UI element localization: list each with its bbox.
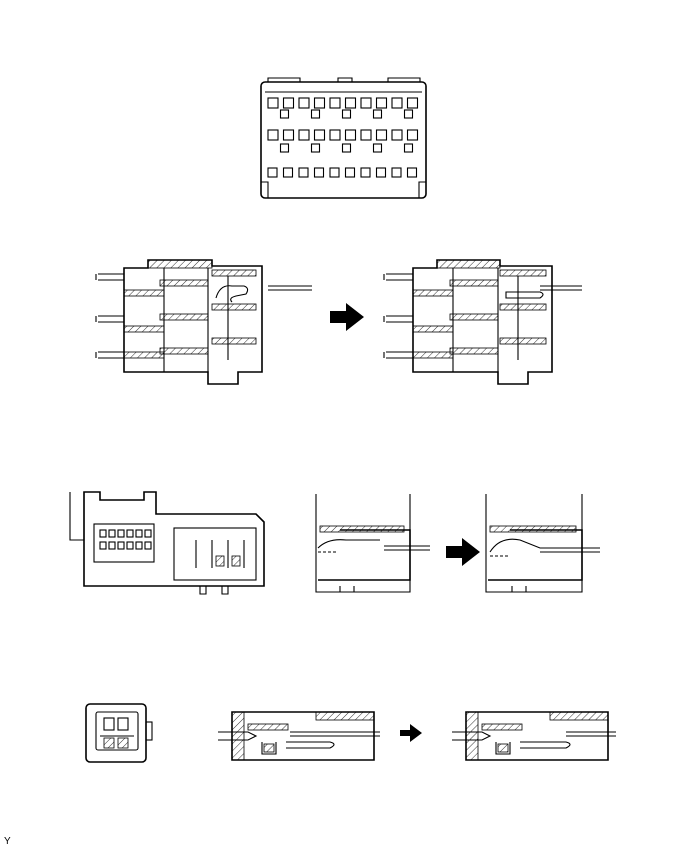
cavity [298, 97, 310, 109]
cavity [298, 167, 309, 178]
cavity [344, 97, 357, 109]
cavity [282, 167, 294, 178]
small-section-after [452, 711, 616, 761]
connector-housing [260, 81, 427, 199]
lock-detail-before [315, 494, 430, 593]
cavity [360, 97, 372, 109]
pin [108, 541, 116, 550]
cavity-lock [372, 143, 383, 153]
connector-side-view [69, 491, 265, 595]
housing-bottom-steps [261, 181, 426, 198]
pin [135, 541, 143, 550]
cavity [282, 97, 295, 109]
cavity-lock [341, 143, 352, 153]
small-connector-insertion [85, 703, 616, 763]
pin [99, 541, 107, 550]
cavity [360, 129, 372, 141]
pin [126, 529, 134, 538]
right-arrow-icon [330, 303, 364, 331]
cavity-lock [310, 143, 321, 153]
cavity [329, 167, 340, 178]
cavity [282, 129, 295, 141]
right-arrow-icon [446, 538, 480, 566]
cavity [329, 97, 341, 109]
cavity [298, 129, 310, 141]
housing-top-rib [265, 77, 422, 93]
cavity [360, 167, 371, 178]
figure-corner-label: Y [4, 836, 11, 847]
small-connector-front [85, 703, 153, 763]
terminal-lance-after [505, 291, 544, 299]
cavity [406, 97, 419, 109]
connector-section-after [383, 259, 582, 385]
pin [99, 529, 107, 538]
pin [135, 529, 143, 538]
cavity-lock [372, 109, 383, 119]
cavity-lock [403, 143, 414, 153]
right-arrow-icon [400, 724, 422, 742]
cavity [267, 167, 278, 178]
wire-before [268, 285, 312, 291]
terminal-cavity-row-upper [267, 97, 419, 119]
connector-side-and-detail [69, 491, 600, 595]
cavity [313, 97, 326, 109]
cavity-lock [403, 109, 414, 119]
cavity [313, 167, 325, 178]
cavity-lock [279, 109, 290, 119]
connector-section-before [95, 259, 312, 385]
cavity-lock [279, 143, 290, 153]
terminal-lance-before [215, 285, 249, 303]
cavity [391, 97, 403, 109]
connector-front-view [260, 77, 427, 199]
pin [144, 541, 152, 550]
pin [144, 529, 152, 538]
terminal-insertion-large [95, 259, 582, 385]
cavity-lock [310, 109, 321, 119]
cavity [329, 129, 341, 141]
cavity [375, 129, 388, 141]
cavity [267, 97, 279, 109]
cavity [313, 129, 326, 141]
cavity [375, 167, 387, 178]
cavity [375, 97, 388, 109]
small-section-before [218, 711, 380, 761]
cavity [344, 167, 356, 178]
pin-grid [99, 529, 152, 550]
wire-after [540, 285, 582, 291]
lock-detail-after [485, 494, 600, 593]
pin [126, 541, 134, 550]
cavity-lock [341, 109, 352, 119]
terminal-cavity-row-lower [267, 167, 418, 178]
cavity [406, 129, 419, 141]
cavity [267, 129, 279, 141]
cavity [391, 167, 402, 178]
cavity [391, 129, 403, 141]
cavity [344, 129, 357, 141]
pin [117, 529, 125, 538]
pin [108, 529, 116, 538]
pin [117, 541, 125, 550]
terminal-cavity-row-middle [267, 129, 419, 153]
cavity [406, 167, 418, 178]
